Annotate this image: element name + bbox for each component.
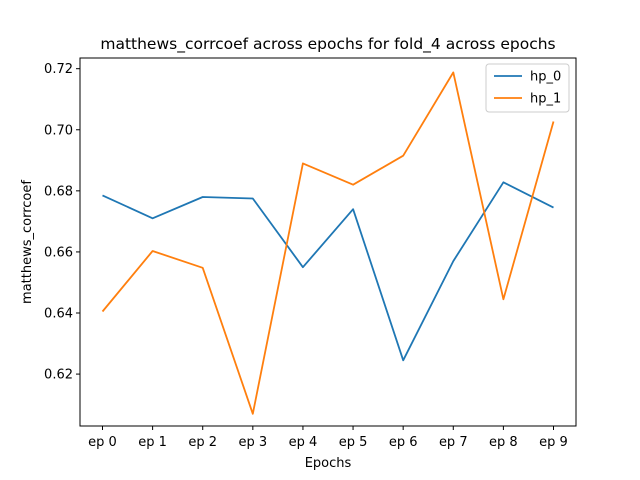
legend-label-hp_0: hp_0 xyxy=(530,70,561,85)
x-axis-ticks: ep 0 ep 1 ep 2 ep 3 ep 4 ep 5 ep 6 ep 7 ep 8 ep 9 xyxy=(88,426,568,450)
x-tick-label: ep 5 xyxy=(339,435,368,450)
y-tick-label: 0.70 xyxy=(44,123,73,138)
x-tick-label: ep 7 xyxy=(439,435,468,450)
x-axis-label: Epochs xyxy=(305,456,352,471)
x-tick-label: ep 4 xyxy=(289,435,318,450)
y-tick-label: 0.72 xyxy=(44,62,73,77)
series-lines xyxy=(101,71,555,415)
x-tick-label: ep 3 xyxy=(239,435,268,450)
x-tick-label: ep 1 xyxy=(138,435,167,450)
x-tick-label: ep 2 xyxy=(188,435,217,450)
y-axis-ticks: 0.62 0.64 0.66 0.68 0.70 0.72 xyxy=(44,62,80,383)
x-tick-label: ep 8 xyxy=(489,435,518,450)
series-line-hp_1 xyxy=(101,71,555,415)
x-tick-label: ep 6 xyxy=(389,435,418,450)
plot-frame xyxy=(79,57,577,427)
y-tick-label: 0.62 xyxy=(44,368,73,383)
y-axis-label: matthews_corrcoef xyxy=(20,180,35,304)
legend-label-hp_1: hp_1 xyxy=(530,92,561,107)
legend: hp_0 hp_1 xyxy=(485,63,570,113)
x-tick-label: ep 0 xyxy=(88,435,117,450)
chart-title: matthews_corrcoef across epochs for fold… xyxy=(100,35,555,54)
y-tick-label: 0.64 xyxy=(44,307,73,322)
y-tick-label: 0.68 xyxy=(44,184,73,199)
x-tick-label: ep 9 xyxy=(539,435,568,450)
series-line-hp_0 xyxy=(102,181,554,362)
y-tick-label: 0.66 xyxy=(44,245,73,260)
